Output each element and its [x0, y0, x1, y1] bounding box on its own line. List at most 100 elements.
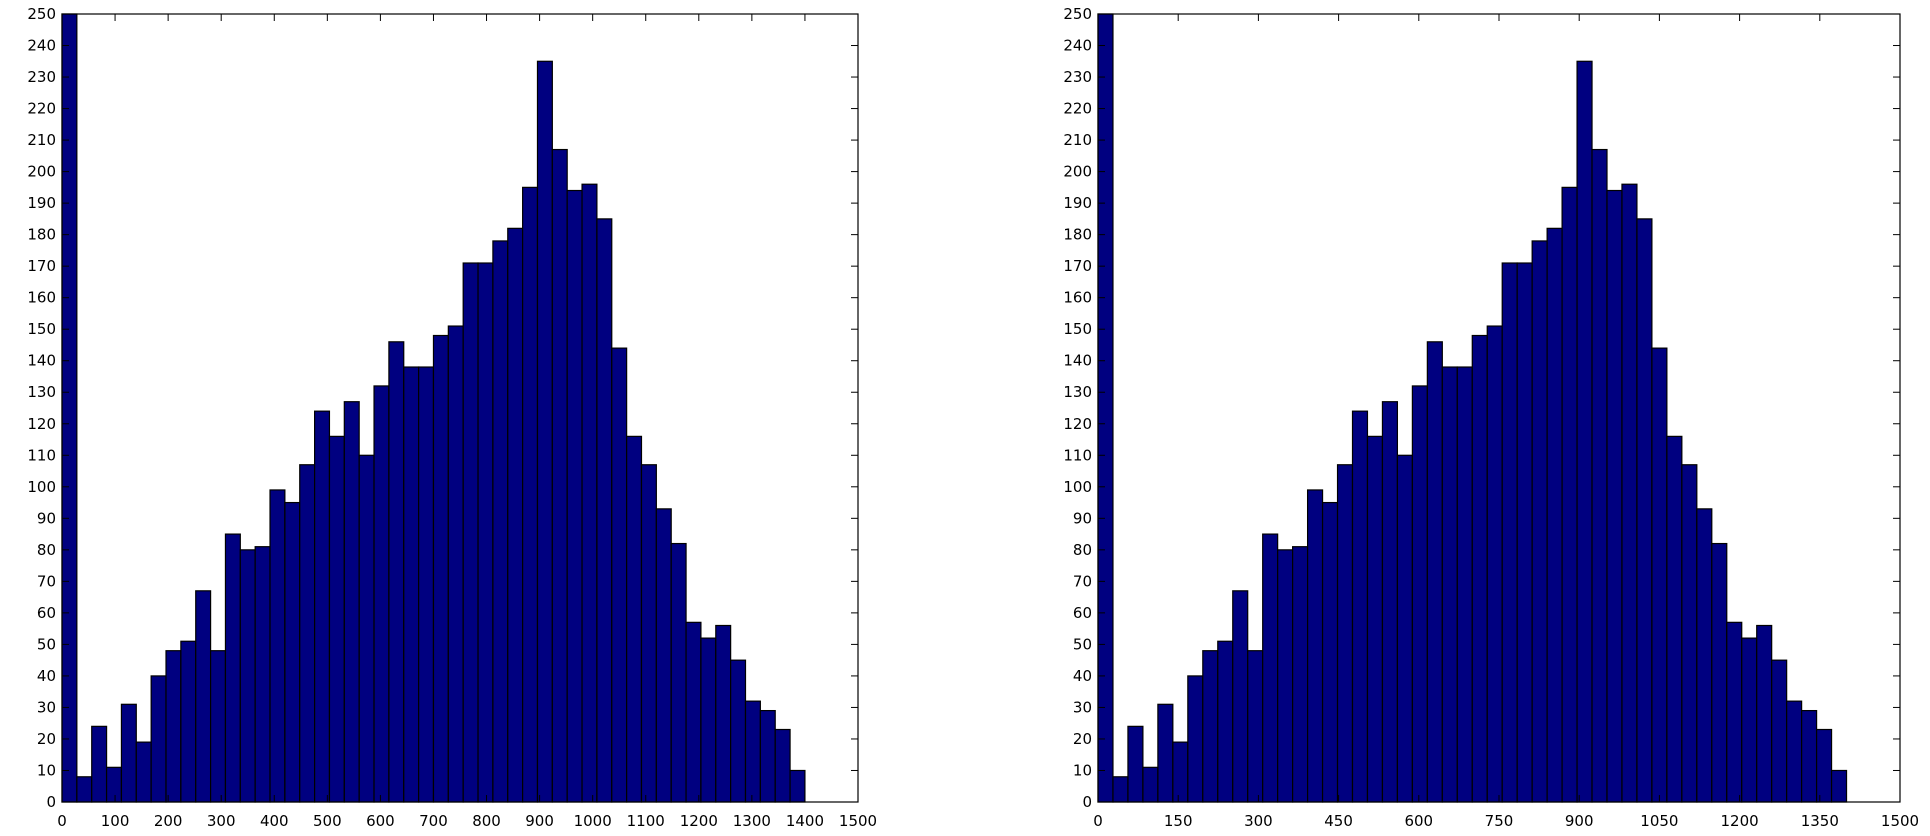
- y-tick-label: 140: [1063, 352, 1092, 370]
- histogram-bar: [269, 489, 286, 803]
- y-tick-label: 190: [1063, 194, 1092, 212]
- x-tick-label: 200: [154, 812, 183, 830]
- x-tick-label: 0: [1093, 812, 1103, 830]
- histogram-bar: [299, 464, 316, 803]
- histogram-bar: [715, 624, 732, 803]
- histogram-bar: [209, 650, 227, 803]
- y-tick-label: 30: [1073, 698, 1092, 716]
- y-tick-label: 230: [1063, 68, 1092, 86]
- y-tick-label: 0: [1082, 793, 1092, 811]
- histogram-bar: [1516, 262, 1533, 803]
- y-tick-label: 180: [1063, 226, 1092, 244]
- x-tick-label: 100: [101, 812, 130, 830]
- histogram-bar: [150, 675, 167, 803]
- histogram-bar: [432, 334, 449, 803]
- histogram-bar: [373, 385, 390, 803]
- histogram-bar: [1681, 464, 1698, 803]
- y-tick-label: 80: [1073, 541, 1092, 559]
- y-tick-label: 10: [37, 761, 56, 779]
- histogram-bar: [507, 227, 524, 803]
- y-tick-label: 20: [37, 730, 56, 748]
- histogram-bar: [611, 347, 628, 803]
- x-tick-label: 800: [472, 812, 501, 830]
- y-tick-label: 190: [27, 194, 56, 212]
- histogram-bar: [1381, 401, 1399, 803]
- y-tick-label: 110: [27, 446, 56, 464]
- y-tick-label: 80: [37, 541, 56, 559]
- histogram-bar: [670, 542, 687, 803]
- histogram-bar: [1696, 508, 1713, 803]
- y-tick-label: 40: [37, 667, 56, 685]
- y-tick-label: 120: [27, 415, 56, 433]
- histogram-bar: [1621, 183, 1638, 803]
- y-tick-label: 150: [27, 320, 56, 338]
- histogram-bar: [1501, 262, 1518, 803]
- histogram-bar: [1217, 640, 1234, 803]
- y-tick-label: 160: [1063, 289, 1092, 307]
- histogram-bar: [1471, 334, 1488, 803]
- histogram-bar: [1247, 650, 1264, 803]
- x-tick-label: 300: [207, 812, 236, 830]
- histogram-left: 0 100 200 300 400 500 600 700 800 900 1000 1100 1200…: [27, 5, 877, 830]
- histogram-bar: [254, 546, 271, 803]
- y-tick-label: 60: [1073, 604, 1092, 622]
- histogram-bar: [61, 13, 78, 803]
- histogram-bar: [1351, 410, 1369, 803]
- histogram-bar: [314, 410, 331, 803]
- histogram-bar: [1726, 621, 1743, 803]
- histogram-bar: [789, 769, 806, 803]
- histogram-bar: [1277, 549, 1294, 803]
- x-axis: 0 100 200 300 400 500 600 700 800 900 1000 1100 1200…: [57, 14, 877, 830]
- histogram-bar: [1321, 501, 1339, 803]
- histogram-bar: [1786, 700, 1803, 803]
- histogram-bar: [1741, 637, 1758, 803]
- histogram-bar: [284, 501, 301, 803]
- y-tick-label: 110: [1063, 446, 1092, 464]
- y-tick-label: 210: [27, 131, 56, 149]
- y-tick-label: 150: [1063, 320, 1092, 338]
- histogram-bar: [1486, 325, 1503, 803]
- histogram-bar: [477, 262, 494, 803]
- histogram-bar: [1396, 454, 1413, 803]
- x-tick-label: 500: [313, 812, 342, 830]
- y-tick-label: 230: [27, 68, 56, 86]
- histogram-bar: [1531, 240, 1548, 803]
- histogram-bar: [1815, 728, 1833, 803]
- x-tick-label: 450: [1324, 812, 1353, 830]
- histogram-bar: [1456, 366, 1473, 803]
- y-axis: 0 10 20 30 40 50 60 70 80 90 100 110 120 130 140 150 160…: [27, 5, 858, 811]
- histogram-bar: [1771, 659, 1788, 803]
- histogram-bar: [135, 741, 152, 803]
- x-tick-label: 1050: [1640, 812, 1678, 830]
- histogram-bar: [76, 776, 93, 803]
- y-tick-label: 250: [1063, 5, 1092, 23]
- y-tick-label: 200: [27, 163, 56, 181]
- x-tick-label: 150: [1164, 812, 1193, 830]
- x-tick-label: 1350: [1801, 812, 1839, 830]
- y-tick-label: 90: [37, 509, 56, 527]
- histogram-bar: [1411, 385, 1428, 803]
- histogram-bar: [626, 435, 643, 803]
- histogram-bar: [685, 621, 702, 803]
- histogram-bar: [700, 637, 717, 803]
- y-tick-label: 100: [27, 478, 56, 496]
- histogram-bar: [1561, 186, 1578, 803]
- histogram-bar: [403, 366, 420, 803]
- histogram-bar: [180, 640, 197, 803]
- histogram-bar: [91, 725, 108, 803]
- histogram-bar: [1711, 542, 1728, 803]
- x-axis: 0 150 300 450 600 750 900 1050 1200 1350 1500: [1093, 14, 1919, 830]
- x-tick-label: 900: [525, 812, 554, 830]
- histogram-bar: [1591, 148, 1608, 803]
- histogram-bar: [730, 659, 747, 803]
- y-tick-label: 50: [1073, 635, 1092, 653]
- x-tick-label: 300: [1244, 812, 1273, 830]
- histogram-bar: [774, 728, 791, 803]
- histogram-bar: [492, 240, 509, 803]
- x-tick-label: 1200: [680, 812, 718, 830]
- histogram-bar: [1292, 546, 1309, 803]
- histogram-bar: [105, 766, 123, 803]
- histogram-bar: [1441, 366, 1458, 803]
- x-tick-label: 1400: [786, 812, 824, 830]
